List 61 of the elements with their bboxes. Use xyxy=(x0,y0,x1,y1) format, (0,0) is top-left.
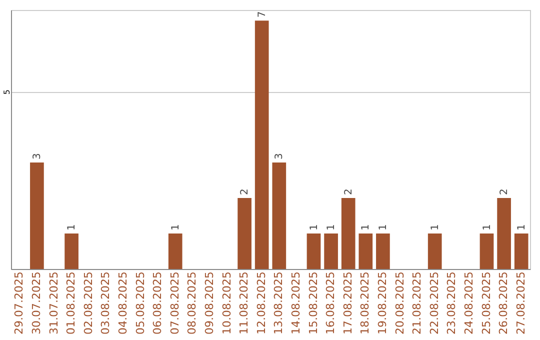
data-label: 1 xyxy=(482,224,493,231)
data-label: 2 xyxy=(499,188,510,196)
x-tick-label: 13.08.2025 xyxy=(272,272,286,334)
x-tick-label: 14.08.2025 xyxy=(289,272,302,334)
bar xyxy=(272,162,286,269)
bar xyxy=(341,198,356,269)
x-tick-label: 23.08.2025 xyxy=(445,272,458,334)
x-tick-label: 22.08.2025 xyxy=(428,272,441,334)
x-tick-label: 10.08.2025 xyxy=(220,272,234,334)
data-label: 3 xyxy=(32,153,43,160)
bar xyxy=(306,234,321,269)
bar xyxy=(238,198,252,269)
data-label: 3 xyxy=(274,153,286,160)
data-label: 1 xyxy=(308,224,320,231)
bar xyxy=(324,234,338,269)
x-tick-label: 03.08.2025 xyxy=(99,272,112,334)
x-tick-label: 26.08.2025 xyxy=(497,272,510,334)
x-tick-label: 30.07.2025 xyxy=(30,272,43,334)
data-label: 1 xyxy=(378,224,389,231)
bar xyxy=(480,234,494,269)
data-label: 1 xyxy=(516,224,528,231)
x-tick-label: 08.08.2025 xyxy=(186,272,199,334)
x-tick-label: 04.08.2025 xyxy=(116,272,130,334)
data-label: 1 xyxy=(66,224,78,231)
x-tick-label: 06.08.2025 xyxy=(151,272,164,334)
x-tick-label: 29.07.2025 xyxy=(12,272,26,334)
x-tick-label: 31.07.2025 xyxy=(47,272,60,334)
data-label: 1 xyxy=(170,224,182,231)
x-tick-label: 21.08.2025 xyxy=(410,272,424,334)
bar xyxy=(514,234,528,269)
x-tick-label: 12.08.2025 xyxy=(254,272,268,334)
bar xyxy=(254,20,269,269)
x-tick-label: 24.08.2025 xyxy=(462,272,476,334)
x-tick-label: 15.08.2025 xyxy=(306,272,320,334)
bar xyxy=(428,234,442,269)
x-tick-label: 05.08.2025 xyxy=(134,272,147,334)
x-tick-label: 01.08.2025 xyxy=(64,272,78,334)
data-label: 1 xyxy=(430,224,441,231)
bar xyxy=(497,198,511,269)
bar xyxy=(64,234,78,269)
x-tick-label: 17.08.2025 xyxy=(341,272,354,334)
data-label: 1 xyxy=(360,224,372,231)
y-tick-label: 5 xyxy=(2,90,12,95)
data-label: 2 xyxy=(343,188,354,196)
data-label: 2 xyxy=(240,188,251,196)
data-label: 1 xyxy=(326,224,338,231)
x-tick-label: 27.08.2025 xyxy=(514,272,528,334)
x-tick-label: 09.08.2025 xyxy=(202,272,216,334)
x-tick-label: 25.08.2025 xyxy=(480,272,493,334)
bar xyxy=(358,234,373,269)
data-label: 7 xyxy=(256,11,268,18)
bar xyxy=(376,234,390,269)
x-tick-label: 16.08.2025 xyxy=(324,272,338,334)
x-tick-label: 07.08.2025 xyxy=(168,272,182,334)
x-tick-label: 02.08.2025 xyxy=(82,272,95,334)
x-tick-label: 18.08.2025 xyxy=(358,272,372,334)
x-tick-label: 11.08.2025 xyxy=(238,272,251,334)
bar xyxy=(30,162,44,269)
bar xyxy=(168,234,182,269)
x-tick-label: 20.08.2025 xyxy=(393,272,406,334)
x-tick-label: 19.08.2025 xyxy=(376,272,389,334)
